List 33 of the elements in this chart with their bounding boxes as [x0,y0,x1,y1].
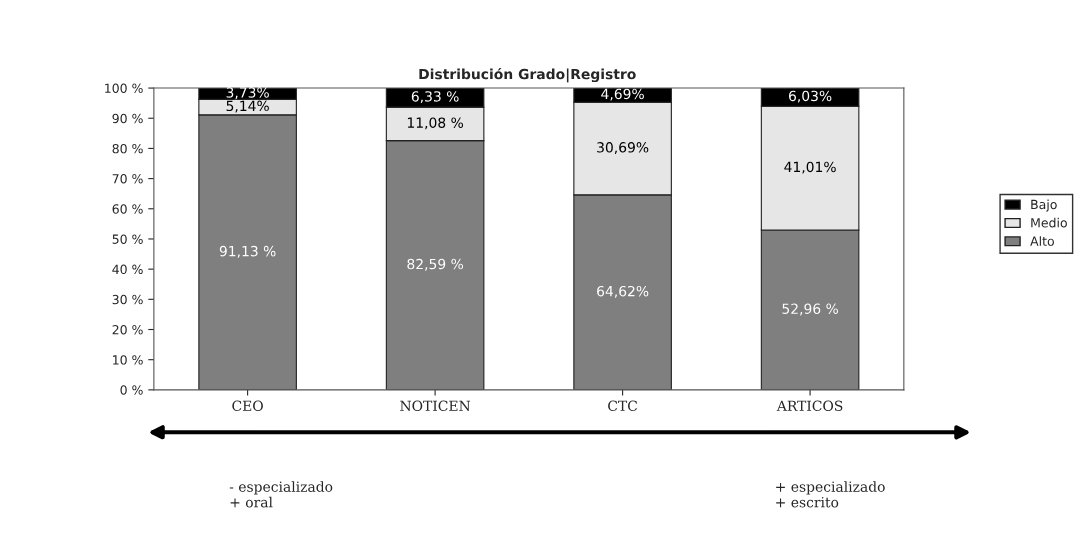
y-tick-label: 50 % [112,234,143,244]
y-tick-label: 10 % [113,355,143,365]
data-label: 6,03% [789,90,832,103]
legend-label: Medio [1031,217,1067,228]
data-label: 3,73% [226,87,269,100]
y-tick-label: 60 % [112,204,143,214]
data-label: 6,33 % [411,91,459,104]
text: - especializado + oral [229,481,333,508]
x-tick-label: CEO [232,400,263,412]
data-label: 4,69% [601,88,644,101]
legend-label: Alto [1030,236,1054,246]
chart-title: Distribución Grado|Registro [419,67,636,83]
text: + especializado + escrito [776,481,885,508]
y-tick-label: 40 % [112,264,143,275]
data-label: 41,01% [784,161,836,174]
data-label: 30,69% [597,142,649,154]
y-tick-label: 100 % [105,83,143,93]
y-tick-label: 30 % [112,294,143,305]
data-label: 91,13 % [219,245,276,258]
data-label: 5,14% [226,100,269,113]
data-label: 52,96 % [782,303,839,316]
y-tick-label: 70 % [112,174,143,184]
x-tick-label: CTC [608,400,638,412]
y-tick-label: 20 % [112,324,143,335]
data-label: 82,59 % [407,258,464,271]
y-tick-label: 90 % [112,113,143,124]
x-tick-label: NOTICEN [400,400,471,412]
x-tick-label: ARTICOS [776,400,843,412]
legend-label: Bajo [1031,199,1057,212]
data-label: 64,62% [597,285,649,298]
y-tick-label: 80 % [112,143,143,154]
data-label: 11,08 % [407,117,464,130]
y-tick-label: 0 % [120,385,143,395]
